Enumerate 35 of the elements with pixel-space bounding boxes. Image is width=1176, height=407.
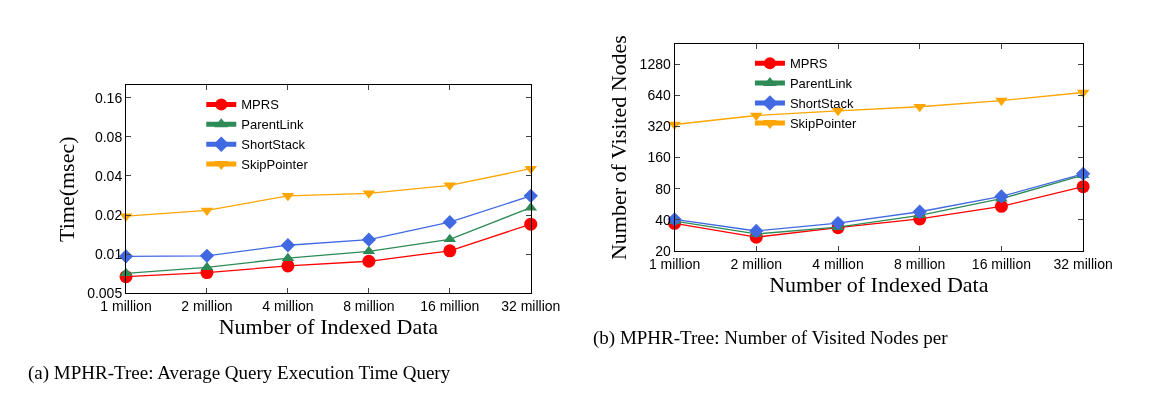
- y-tick-label: 320: [647, 118, 671, 135]
- y-tick-label: 640: [647, 87, 671, 104]
- text: (b) MPHR-Tree: Number of Visited Nodes per: [593, 327, 949, 349]
- y-tick-label: 0.16: [94, 89, 123, 106]
- x-axis-title: Number of Indexed Data: [769, 271, 989, 297]
- x-tick-label: 32 million: [501, 297, 561, 314]
- legend-label: MPRS: [241, 97, 280, 113]
- y-tick-label: 0.02: [94, 206, 123, 223]
- y-tick-label: 0.04: [94, 167, 123, 184]
- x-tick-label: 16 million: [420, 297, 480, 314]
- x-tick-label: 2 million: [181, 297, 233, 314]
- y-axis-title: Number of Visited Nodes: [606, 35, 632, 261]
- x-tick-label: 4 million: [262, 297, 314, 314]
- legend-label: SkipPointer: [789, 115, 858, 131]
- x-tick-label: 2 million: [730, 255, 782, 272]
- y-tick-label: 1280: [639, 56, 671, 73]
- x-tick-label: 16 million: [971, 255, 1031, 272]
- y-tick-label: 80: [655, 180, 671, 197]
- legend-label: ShortStack: [241, 137, 306, 153]
- x-tick-label: 8 million: [894, 255, 946, 272]
- y-tick-label: 160: [647, 149, 671, 166]
- x-tick-label: 8 million: [343, 297, 395, 314]
- y-tick-label: 40: [655, 211, 671, 228]
- legend-label: SkipPointer: [241, 157, 309, 173]
- legend-label: ParentLink: [789, 76, 853, 92]
- y-tick-label: 0.01: [94, 245, 123, 262]
- legend-label: MPRS: [789, 56, 828, 72]
- legend-label: ParentLink: [241, 117, 304, 133]
- x-tick-label: 32 million: [1053, 255, 1113, 272]
- y-axis-title: Time(msec): [53, 136, 79, 242]
- text: (a) MPHR-Tree: Average Query Execution Time Query: [28, 362, 451, 384]
- x-axis-title: Number of Indexed Data: [218, 313, 439, 339]
- y-tick-label: 0.08: [94, 128, 123, 145]
- legend-label: ShortStack: [789, 96, 855, 112]
- x-tick-label: 4 million: [812, 255, 864, 272]
